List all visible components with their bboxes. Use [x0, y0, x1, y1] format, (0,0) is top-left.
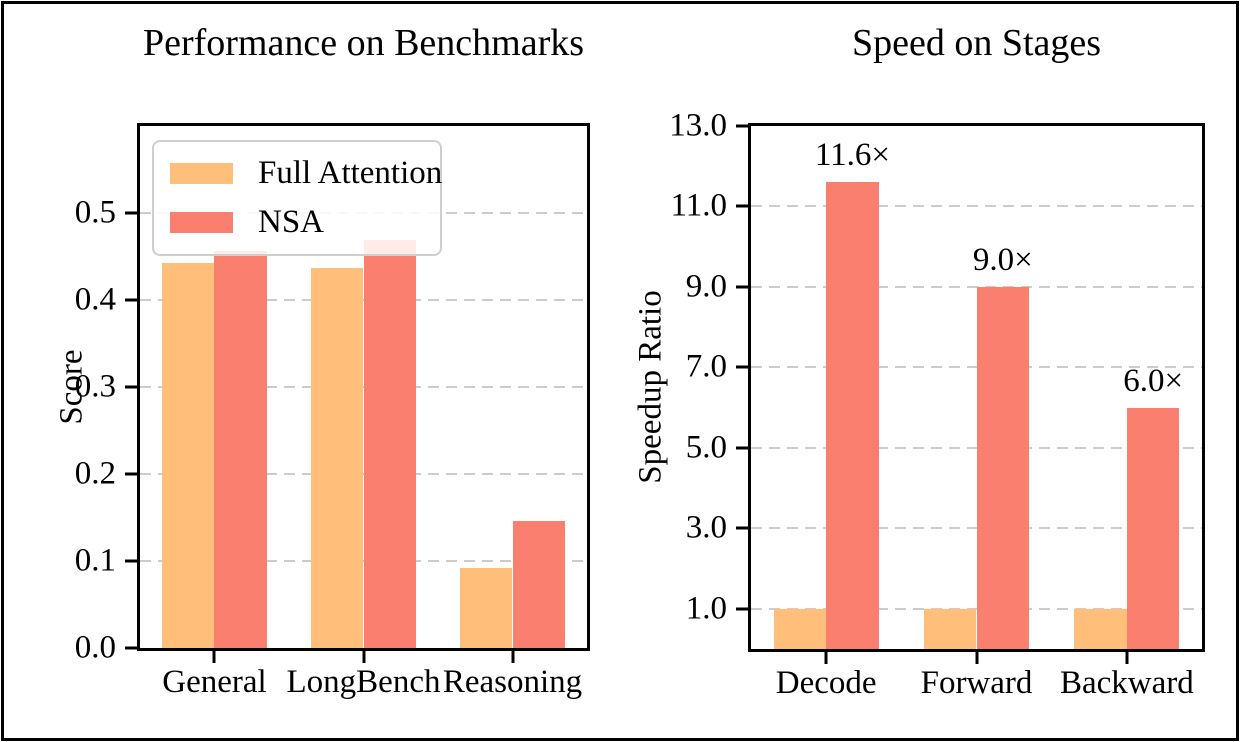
y-tick-label: 0.2 — [74, 455, 116, 492]
y-tick — [736, 124, 748, 128]
bar-nsa-general — [214, 251, 267, 648]
y-tick-label: 0.0 — [74, 629, 116, 666]
legend-item-nsa: NSA — [170, 204, 424, 240]
y-tick — [736, 365, 748, 369]
x-tick — [1125, 652, 1129, 664]
y-tick-label: 1.0 — [685, 590, 727, 627]
x-tick-label-forward: Forward — [920, 665, 1033, 701]
legend-label-nsa: NSA — [258, 204, 325, 241]
y-tick — [125, 385, 137, 389]
y-tick-label: 9.0 — [685, 268, 727, 305]
bar-full-attention-backward — [1074, 608, 1127, 649]
legend: Full Attention NSA — [152, 140, 442, 256]
x-tick — [975, 652, 978, 664]
legend-item-full-attention: Full Attention — [170, 155, 442, 191]
bar-full-attention-decode — [773, 608, 827, 649]
x-tick — [362, 651, 365, 663]
legend-label-full-attention: Full Attention — [258, 155, 443, 191]
y-tick-label: 7.0 — [685, 348, 727, 385]
bar-full-attention-longbench — [311, 267, 364, 648]
bar-value-label: 9.0× — [972, 241, 1033, 278]
x-tick-label-reasoning: Reasoning — [442, 664, 583, 700]
x-tick-label-general: General — [162, 664, 267, 700]
bar-nsa-longbench — [363, 239, 416, 648]
plot-area-speed: 11.6× 9.0× 6.0× 1.0 3.0 5.0 7.0 9.0 11.0 13.0 Deco… — [669, 109, 1205, 701]
y-axis-label-speedup-ratio: Speedup Ratio — [632, 290, 669, 484]
y-tick — [736, 526, 748, 530]
chart-title-speed: Speed on Stages — [851, 22, 1102, 64]
gridline — [751, 205, 1202, 208]
y-tick — [736, 285, 748, 289]
bar-full-attention-general — [162, 262, 215, 648]
y-tick — [125, 211, 137, 215]
bar-nsa-decode — [826, 182, 879, 649]
x-tick — [511, 651, 514, 663]
x-tick-label-longbench: LongBench — [286, 664, 441, 700]
y-tick — [736, 204, 748, 208]
y-tick-label: 11.0 — [670, 187, 727, 224]
y-tick-label: 0.3 — [74, 368, 116, 405]
legend-swatch-full-attention — [170, 162, 233, 184]
bar-full-attention-forward — [923, 608, 977, 649]
y-tick-label: 13.0 — [669, 107, 727, 144]
legend-swatch-nsa — [170, 211, 233, 233]
bar-nsa-forward — [976, 286, 1030, 649]
y-tick — [125, 472, 137, 476]
y-tick-label: 0.1 — [74, 542, 116, 579]
y-tick-label: 3.0 — [685, 509, 727, 546]
bar-value-label: 11.6× — [814, 137, 891, 174]
bar-nsa-reasoning — [512, 520, 565, 648]
y-tick — [125, 559, 137, 563]
y-tick-label: 5.0 — [685, 429, 727, 466]
gridline — [751, 285, 1202, 288]
x-tick — [212, 651, 216, 663]
y-tick — [736, 446, 748, 450]
plot-area-benchmarks: 0.0 0.1 0.2 0.3 0.4 0.5 General LongBench Reason… — [75, 123, 590, 700]
bar-value-label: 6.0× — [1123, 362, 1184, 399]
y-tick — [736, 607, 748, 611]
x-tick-label-backward: Backward — [1059, 665, 1194, 701]
y-tick-label: 0.4 — [74, 281, 116, 318]
y-tick — [125, 646, 137, 650]
x-tick — [824, 652, 828, 664]
x-tick-label-decode: Decode — [775, 665, 877, 701]
y-tick-label: 0.5 — [74, 194, 116, 231]
y-tick — [125, 298, 137, 302]
bar-full-attention-reasoning — [460, 567, 513, 648]
bar-nsa-backward — [1126, 407, 1180, 649]
chart-title-benchmarks: Performance on Benchmarks — [142, 22, 585, 64]
